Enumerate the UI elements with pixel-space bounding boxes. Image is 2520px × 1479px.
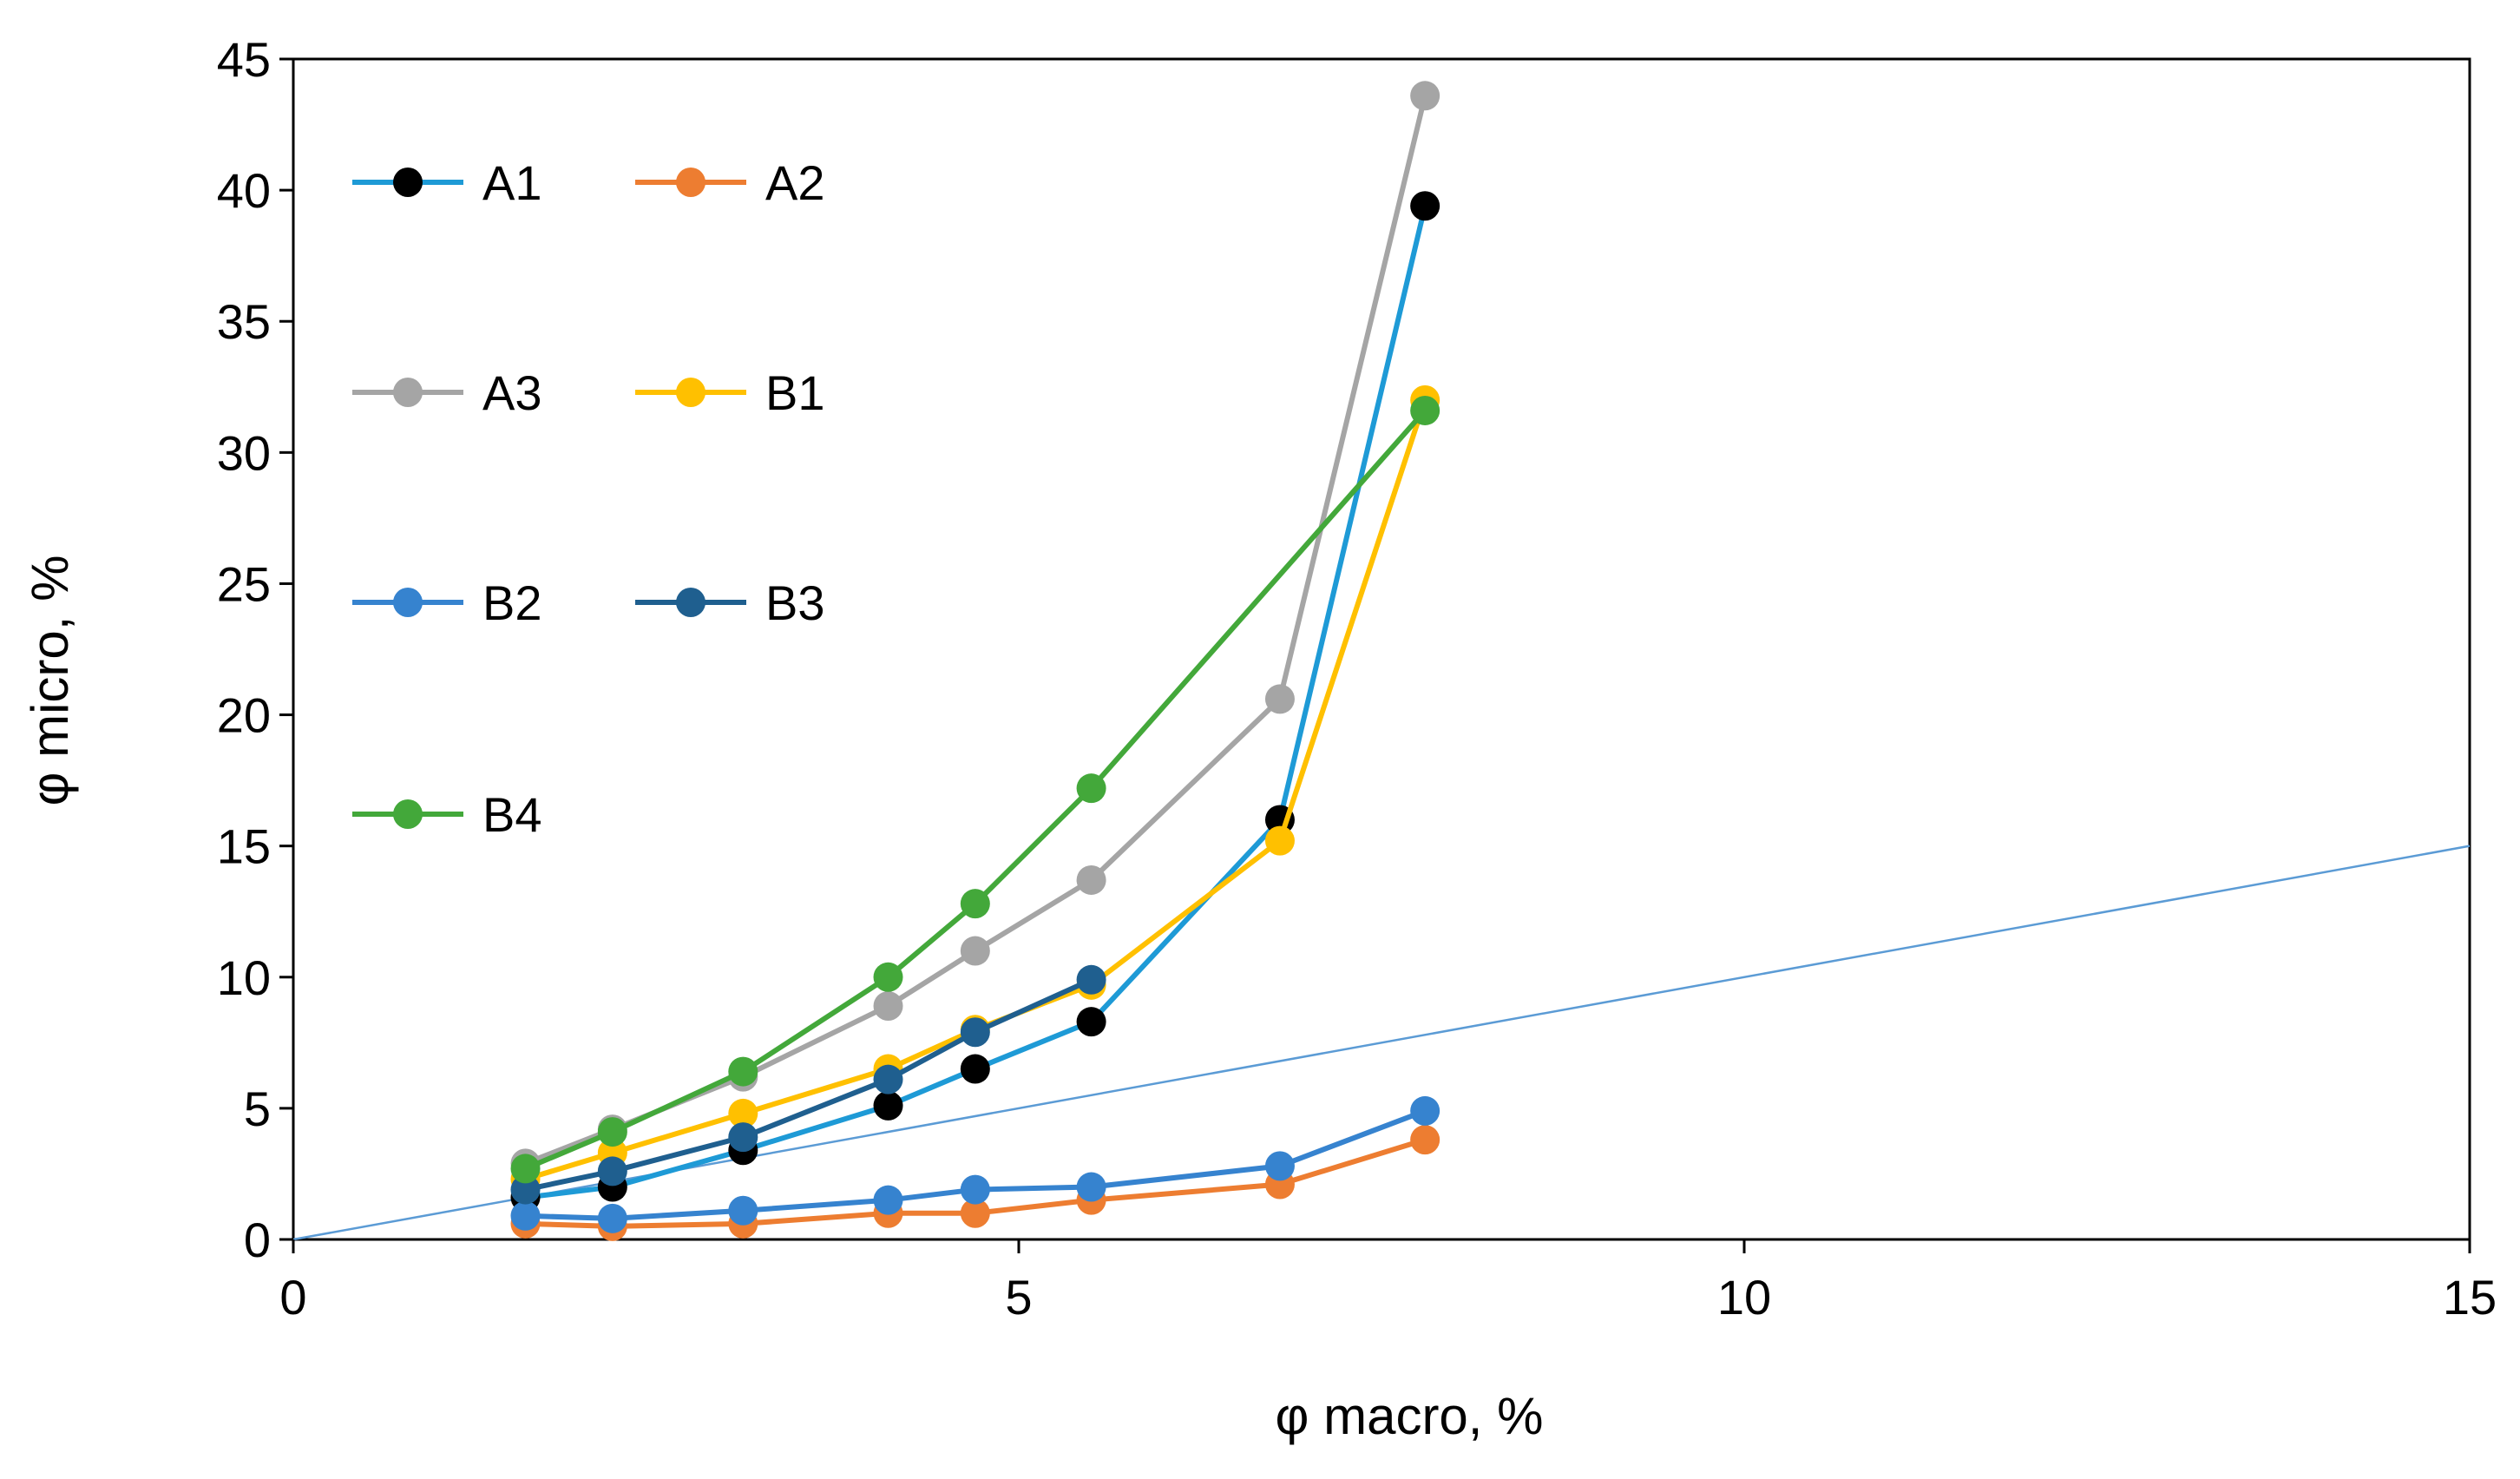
legend-marker (393, 588, 423, 617)
series-line-a1 (525, 205, 1428, 1200)
data-point-a3 (960, 936, 990, 966)
legend-label: B4 (482, 787, 542, 842)
data-point-a1 (1410, 191, 1440, 221)
data-point-b4 (873, 962, 903, 992)
series-b2 (510, 1095, 1440, 1233)
series-line-a3 (524, 95, 1428, 1167)
data-point-b2 (1410, 1095, 1440, 1126)
series-a3 (510, 81, 1440, 1179)
data-point-b3 (960, 1017, 990, 1048)
data-point-b3 (597, 1156, 627, 1186)
y-axis-ticks: 0 5 10 15 20 25 30 35 40 45 (217, 32, 293, 1267)
series-layer (510, 81, 1440, 1241)
legend-marker (393, 799, 423, 829)
data-point-a1 (1076, 1007, 1106, 1037)
data-point-b4 (597, 1117, 627, 1147)
legend-marker (676, 378, 705, 407)
legend-label: A2 (765, 155, 825, 210)
data-point-a2 (960, 1198, 990, 1228)
y-tick-label: 25 (217, 556, 271, 611)
data-point-b2 (597, 1203, 627, 1233)
data-point-b2 (873, 1185, 903, 1215)
data-point-b1 (728, 1098, 758, 1128)
y-tick-label: 15 (217, 819, 271, 874)
y-tick-label: 5 (244, 1081, 271, 1136)
y-tick-label: 20 (217, 688, 271, 743)
data-point-b2 (728, 1195, 758, 1226)
y-tick-label: 45 (217, 32, 271, 87)
series-b3 (510, 964, 1106, 1205)
legend-label: B2 (482, 575, 542, 630)
data-point-b1 (1264, 825, 1295, 856)
y-tick-label: 10 (217, 950, 271, 1005)
legend-item-b1: B1 (635, 365, 825, 420)
series-a1 (510, 191, 1440, 1213)
legend-marker (393, 378, 423, 407)
data-point-b2 (1076, 1172, 1106, 1202)
y-tick-label: 35 (217, 294, 271, 349)
y-tick-label: 30 (217, 425, 271, 480)
legend-item-b3: B3 (635, 575, 825, 630)
legend-item-b4: B4 (352, 787, 542, 842)
legend-label: B3 (765, 575, 825, 630)
legend-marker (676, 588, 705, 617)
legend-label: B1 (765, 365, 825, 420)
series-line-b1 (524, 398, 1428, 1182)
x-tick-label: 10 (1717, 1270, 1771, 1325)
y-tick-label: 40 (217, 163, 271, 218)
legend-item-b2: B2 (352, 575, 542, 630)
series-line-b2 (525, 1108, 1427, 1221)
data-point-b3 (728, 1122, 758, 1153)
legend-marker (393, 168, 423, 197)
data-point-b3 (873, 1064, 903, 1094)
data-point-a3 (1264, 684, 1295, 714)
data-point-b3 (1076, 964, 1106, 995)
x-axis-title: φ macro, % (1276, 1387, 1544, 1445)
data-point-b4 (1076, 773, 1106, 804)
data-point-b2 (960, 1174, 990, 1205)
legend: A1 A2 A3 B1 B2 B3 B4 (352, 155, 825, 842)
data-point-a1 (873, 1090, 903, 1121)
plot-border (292, 57, 2471, 1241)
data-point-b4 (510, 1154, 541, 1184)
data-point-b2 (510, 1200, 541, 1231)
data-point-a3 (1410, 81, 1440, 111)
series-line-a2 (525, 1137, 1427, 1229)
legend-marker (676, 168, 705, 197)
data-point-a3 (873, 991, 903, 1022)
data-point-a1 (960, 1054, 990, 1084)
data-point-b2 (1264, 1151, 1295, 1181)
x-tick-label: 5 (1005, 1270, 1032, 1325)
data-point-b4 (960, 889, 990, 919)
legend-item-a3: A3 (352, 365, 542, 420)
x-tick-label: 0 (279, 1270, 306, 1325)
x-axis-ticks: 0 5 10 15 (279, 1239, 2497, 1325)
data-point-b4 (728, 1056, 758, 1087)
legend-label: A1 (482, 155, 542, 210)
y-axis-title: φ micro, % (21, 555, 79, 806)
series-b4 (510, 395, 1440, 1184)
legend-label: A3 (482, 365, 542, 420)
x-tick-label: 15 (2443, 1270, 2497, 1325)
plot-area (292, 57, 2471, 1241)
data-point-b3 (510, 1174, 541, 1205)
y-tick-label: 0 (244, 1213, 271, 1267)
legend-item-a2: A2 (635, 155, 825, 210)
series-line-b3 (524, 977, 1093, 1193)
legend-item-a1: A1 (352, 155, 542, 210)
data-point-a3 (1076, 864, 1106, 895)
data-point-b4 (1410, 395, 1440, 425)
data-point-a2 (1410, 1125, 1440, 1155)
